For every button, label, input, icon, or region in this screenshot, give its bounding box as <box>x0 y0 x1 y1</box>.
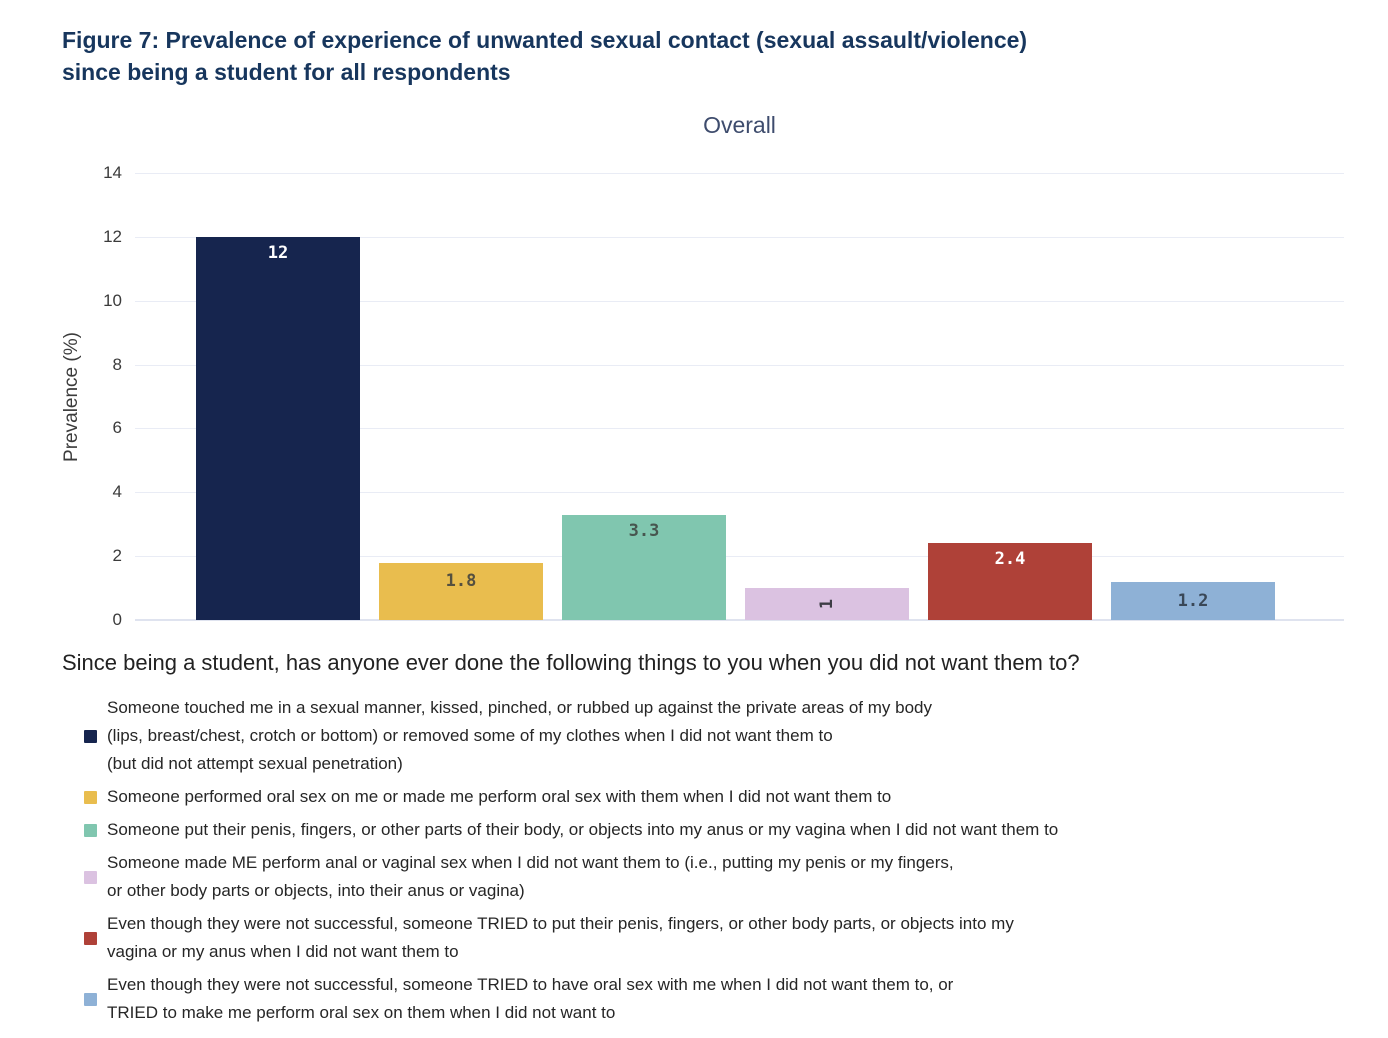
figure-title: Figure 7: Prevalence of experience of un… <box>62 24 1322 88</box>
legend-swatch-icon <box>84 823 97 837</box>
bar-5[interactable]: 2.4 <box>928 543 1092 620</box>
legend-item-label: Even though they were not successful, so… <box>107 975 954 1022</box>
legend-item-2[interactable]: Someone performed oral sex on me or made… <box>84 783 1378 811</box>
gridline-6 <box>135 428 1344 430</box>
bar-value-label-3: 3.3 <box>628 521 660 541</box>
legend-item-label: Someone made ME perform anal or vaginal … <box>107 853 954 900</box>
chart-title: Overall <box>703 112 776 138</box>
bar-2[interactable]: 1.8 <box>379 563 543 620</box>
legend-item-4[interactable]: Someone made ME perform anal or vaginal … <box>84 849 1378 905</box>
figure-title-line1: Figure 7: Prevalence of experience of un… <box>62 27 1028 53</box>
bar-1[interactable]: 12 <box>196 237 360 620</box>
legend-swatch-icon <box>84 870 97 884</box>
y-tick-label-2: 2 <box>112 546 122 566</box>
legend-item-1[interactable]: Someone touched me in a sexual manner, k… <box>84 694 1378 778</box>
legend-item-6[interactable]: Even though they were not successful, so… <box>84 971 1378 1027</box>
y-tick-label-12: 12 <box>103 226 122 246</box>
y-tick-label-6: 6 <box>112 418 122 438</box>
legend-swatch-icon <box>84 992 97 1006</box>
y-axis-label-text: Prevalence (%) <box>61 332 82 462</box>
legend-title: Since being a student, has anyone ever d… <box>62 650 1080 675</box>
legend-item-5[interactable]: Even though they were not successful, so… <box>84 910 1378 966</box>
gridline-14 <box>135 173 1344 174</box>
bar-3[interactable]: 3.3 <box>562 515 726 620</box>
legend: Someone touched me in a sexual manner, k… <box>84 694 1378 1027</box>
y-tick-label-14: 14 <box>103 163 122 182</box>
y-tick-label-8: 8 <box>112 354 122 374</box>
legend-swatch-icon <box>84 790 97 804</box>
legend-item-3[interactable]: Someone put their penis, fingers, or oth… <box>84 816 1378 844</box>
gridline-10 <box>135 300 1344 302</box>
bar-value-label-6: 1.2 <box>1177 591 1209 611</box>
figure-title-line2: since being a student for all respondent… <box>62 59 511 85</box>
bar-value-label-5: 2.4 <box>994 549 1026 569</box>
y-tick-label-0: 0 <box>112 610 122 629</box>
bar-4[interactable]: 1 <box>745 588 909 620</box>
legend-item-label: Someone put their penis, fingers, or oth… <box>107 820 1059 839</box>
gridline-8 <box>135 364 1344 366</box>
bar-value-label-2: 1.8 <box>445 571 477 591</box>
gridline-0 <box>135 619 1344 621</box>
gridline-2 <box>135 556 1344 558</box>
bar-value-label-4: 1 <box>817 598 837 610</box>
legend-item-label: Even though they were not successful, so… <box>107 914 1014 961</box>
legend-swatch-icon <box>84 729 97 743</box>
y-tick-label-4: 4 <box>112 482 122 502</box>
gridline-4 <box>135 492 1344 494</box>
legend-item-label: Someone touched me in a sexual manner, k… <box>107 698 932 773</box>
bar-6[interactable]: 1.2 <box>1111 582 1275 620</box>
legend-swatch-icon <box>84 931 97 945</box>
legend-item-label: Someone performed oral sex on me or made… <box>107 787 892 806</box>
plot-area: 12 1.8 3.3 1 2.4 1.2 <box>135 173 1344 621</box>
bar-value-label-1: 12 <box>267 243 289 263</box>
y-tick-label-10: 10 <box>103 290 122 310</box>
gridline-12 <box>135 236 1344 238</box>
